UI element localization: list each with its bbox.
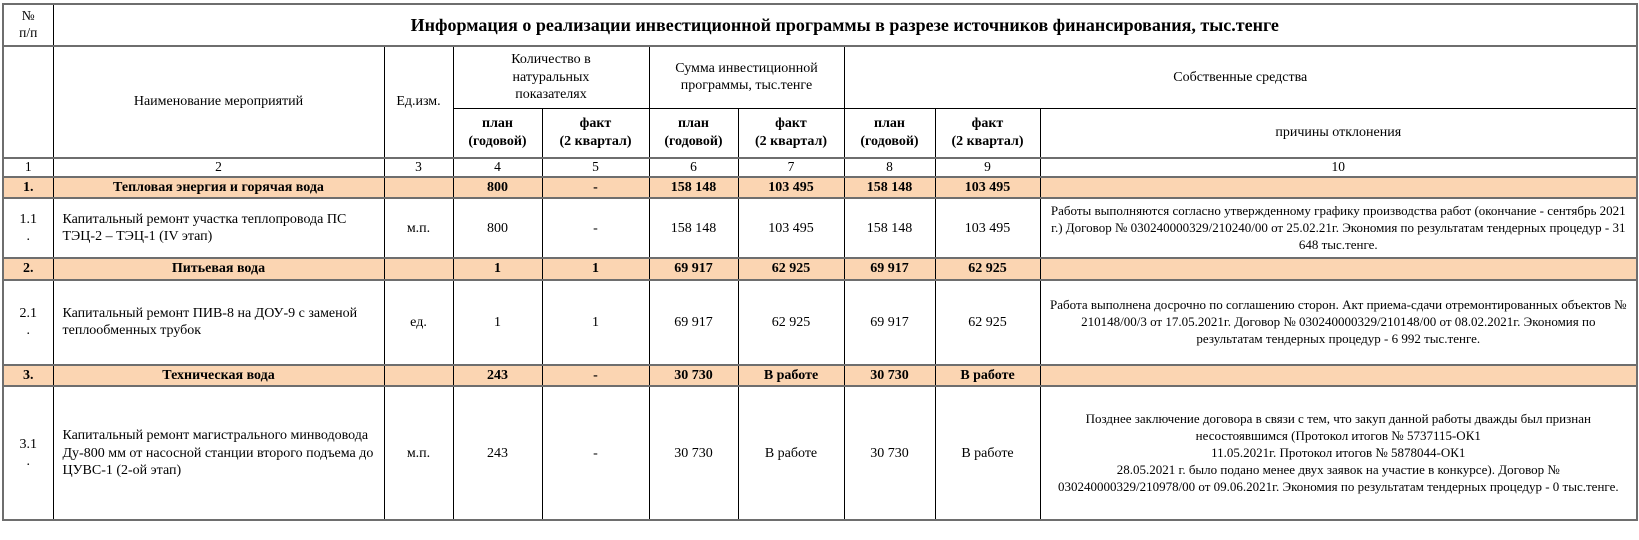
- cell-unit: ед.: [383, 279, 454, 366]
- cell-qty-fact: -: [541, 363, 650, 388]
- cell-name: Тепловая энергия и горячая вода: [52, 175, 385, 200]
- cell-qty-fact: 1: [541, 279, 650, 366]
- subheader-qty-fact: факт (2 квартал): [541, 107, 650, 159]
- cell-qty-fact: 1: [541, 257, 650, 281]
- col-number: 9: [934, 157, 1041, 178]
- col-number: 10: [1039, 157, 1638, 178]
- subheader-reason: причины отклонения: [1039, 107, 1638, 159]
- cell-sum-fact: 62 925: [737, 279, 845, 366]
- cell-sum-fact: 103 495: [737, 175, 845, 200]
- cell-sum-fact: В работе: [737, 385, 845, 521]
- cell-sum-fact: 62 925: [737, 257, 845, 281]
- subheader-qty-plan: план (годовой): [452, 107, 543, 159]
- category-row-drinking-water: 2. Питьевая вода 1 1 69 917 62 925 69 91…: [2, 257, 1638, 281]
- category-row-heat: 1. Тепловая энергия и горячая вода 800 -…: [2, 175, 1638, 200]
- cell-own-plan: 30 730: [843, 363, 936, 388]
- cell-reason: [1039, 175, 1638, 200]
- subheader-sum-fact: факт (2 квартал): [737, 107, 845, 159]
- header-group-row: Наименование мероприятий Ед.изм. Количес…: [2, 45, 1638, 159]
- cell-num: 2.1 .: [2, 279, 54, 366]
- cell-qty-plan: 800: [452, 175, 543, 200]
- cell-num: 3.1 .: [2, 385, 54, 521]
- cell-qty-fact: -: [541, 197, 650, 259]
- subheader-sum-plan: план (годовой): [648, 107, 739, 159]
- cell-reason: Работа выполнена досрочно по соглашению …: [1039, 279, 1638, 366]
- cell-num: 2.: [2, 257, 54, 281]
- cell-own-fact: 62 925: [934, 257, 1041, 281]
- header-sub-row: план (годовой) факт (2 квартал) план (го…: [3, 107, 1638, 159]
- cell-own-plan: 30 730: [843, 385, 936, 521]
- cell-sum-plan: 158 148: [648, 197, 739, 259]
- col-number: 3: [383, 157, 454, 178]
- title-row: № п/п Информация о реализации инвестицио…: [2, 3, 1638, 47]
- col-header-name: Наименование мероприятий: [52, 45, 385, 159]
- cell-own-plan: 69 917: [843, 279, 936, 366]
- cell-sum-plan: 158 148: [648, 175, 739, 200]
- cell-reason: Позднее заключение договора в связи с те…: [1039, 385, 1638, 521]
- cell-own-fact: 103 495: [934, 175, 1041, 200]
- col-number: 7: [737, 157, 845, 178]
- col-number: 5: [541, 157, 650, 178]
- cell-own-plan: 158 148: [843, 175, 936, 200]
- cell-own-fact: В работе: [934, 385, 1041, 521]
- cell-own-fact: 103 495: [934, 197, 1041, 259]
- cell-name: Капитальный ремонт ПИВ-8 на ДОУ-9 с заме…: [52, 279, 385, 366]
- col-number: 1: [2, 157, 54, 178]
- col-number: 8: [843, 157, 936, 178]
- cell-qty-plan: 1: [452, 257, 543, 281]
- cell-own-fact: 62 925: [934, 279, 1041, 366]
- col-number: 6: [648, 157, 739, 178]
- cell-num: 1.1 .: [2, 197, 54, 259]
- cell-own-plan: 69 917: [843, 257, 936, 281]
- cell-unit: м.п.: [383, 197, 454, 259]
- cell-own-plan: 158 148: [843, 197, 936, 259]
- cell-qty-plan: 1: [452, 279, 543, 366]
- subheader-own-fact: факт (2 квартал): [934, 107, 1041, 159]
- cell-reason: [1039, 363, 1638, 388]
- group-header-own-funds: Собственные средства: [843, 45, 1638, 109]
- cell-reason: Работы выполняются согласно утвержденном…: [1039, 197, 1638, 259]
- cell-reason: [1039, 257, 1638, 281]
- category-row-technical-water: 3. Техническая вода 243 - 30 730 В работ…: [2, 363, 1638, 388]
- cell-qty-plan: 800: [452, 197, 543, 259]
- table-row-2-1: 2.1 . Капитальный ремонт ПИВ-8 на ДОУ-9 …: [2, 279, 1638, 366]
- cell-unit: [383, 257, 454, 281]
- cell-sum-fact: 103 495: [737, 197, 845, 259]
- table-title: Информация о реализации инвестиционной п…: [52, 3, 1638, 47]
- cell-own-fact: В работе: [934, 363, 1041, 388]
- group-header-quantity: Количество в натуральных показателях: [452, 45, 650, 109]
- cell-name: Питьевая вода: [52, 257, 385, 281]
- cell-sum-plan: 69 917: [648, 257, 739, 281]
- cell-name: Капитальный ремонт магистрального минвод…: [52, 385, 385, 521]
- subheader-own-plan: план (годовой): [843, 107, 936, 159]
- cell-qty-plan: 243: [452, 363, 543, 388]
- header-npp-spacer: [2, 45, 54, 159]
- cell-sum-plan: 69 917: [648, 279, 739, 366]
- cell-name: Техническая вода: [52, 363, 385, 388]
- table-row-1-1: 1.1 . Капитальный ремонт участка теплопр…: [2, 197, 1638, 259]
- cell-name: Капитальный ремонт участка теплопровода …: [52, 197, 385, 259]
- col-header-unit: Ед.изм.: [383, 45, 454, 159]
- investment-program-table: № п/п Информация о реализации инвестицио…: [2, 3, 1639, 522]
- cell-unit: м.п.: [383, 385, 454, 521]
- col-header-npp: № п/п: [2, 3, 54, 47]
- group-header-sum: Сумма инвестиционной программы, тыс.тенг…: [648, 45, 845, 109]
- table-row-3-1: 3.1 . Капитальный ремонт магистрального …: [2, 385, 1638, 521]
- cell-unit: [383, 363, 454, 388]
- cell-qty-fact: -: [541, 385, 650, 521]
- cell-sum-plan: 30 730: [648, 385, 739, 521]
- cell-sum-plan: 30 730: [648, 363, 739, 388]
- col-number: 2: [52, 157, 385, 178]
- cell-unit: [383, 175, 454, 200]
- cell-num: 1.: [2, 175, 54, 200]
- cell-num: 3.: [2, 363, 54, 388]
- cell-qty-fact: -: [541, 175, 650, 200]
- col-number: 4: [452, 157, 543, 178]
- column-numbers-row: 1 2 3 4 5 6 7 8 9 10: [2, 157, 1638, 178]
- cell-sum-fact: В работе: [737, 363, 845, 388]
- cell-qty-plan: 243: [452, 385, 543, 521]
